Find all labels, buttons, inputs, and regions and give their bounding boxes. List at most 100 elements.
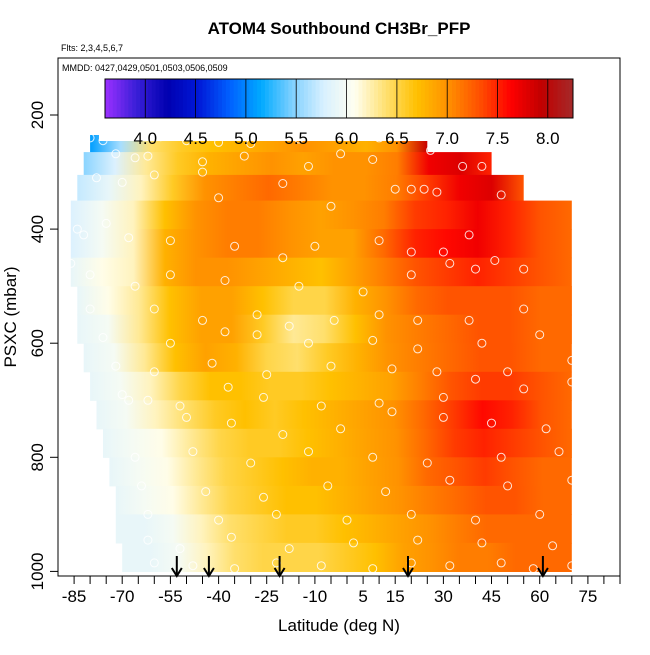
sample-point: [368, 452, 378, 462]
colorbar-segment: [241, 79, 246, 118]
colorbar-segment: [210, 79, 215, 118]
sample-point: [271, 509, 281, 519]
sample-point: [438, 412, 448, 422]
colorbar-segment: [179, 79, 184, 118]
colorbar-segment: [530, 79, 535, 118]
sample-point: [445, 475, 455, 485]
sample-point: [143, 509, 153, 519]
sample-point: [101, 218, 111, 228]
colorbar-segment: [276, 79, 281, 118]
sample-point: [230, 564, 240, 574]
heatmap-band: [70, 200, 572, 230]
sample-point: [487, 418, 496, 428]
colorbar-segment: [214, 79, 219, 118]
colorbar-segment: [206, 79, 211, 118]
sample-point: [368, 564, 378, 574]
sample-point: [304, 447, 313, 457]
sample-point: [432, 187, 442, 197]
colorbar-segment: [155, 79, 161, 118]
colorbar-segment: [436, 79, 441, 118]
sample-point: [98, 333, 108, 342]
colorbar-segment: [385, 79, 391, 118]
colorbar-segment: [249, 79, 254, 118]
colorbar-segment: [327, 79, 332, 118]
colorbar-segment: [491, 79, 496, 118]
colorbar-segment: [159, 79, 164, 118]
colorbar-segment: [331, 79, 336, 118]
sample-point: [198, 167, 207, 177]
sample-point: [567, 561, 577, 571]
sample-point: [326, 361, 336, 371]
y-axis: 200 400 600 800 1000: [28, 101, 58, 590]
colorbar-segment: [112, 79, 118, 118]
colorbar-segment: [136, 79, 141, 118]
sample-point: [79, 230, 89, 240]
sample-point: [214, 515, 224, 525]
sample-point: [413, 535, 423, 545]
colorbar-tick-label: 4.0: [133, 129, 157, 148]
heatmap-band: [109, 457, 572, 487]
y-tick-label: 800: [28, 443, 47, 471]
colorbar-tick-label: 7.5: [486, 129, 510, 148]
colorbar-tick-label: 5.5: [284, 129, 308, 148]
sample-point: [165, 270, 175, 280]
sample-point: [201, 487, 211, 497]
colorbar-segment: [268, 79, 274, 118]
colorbar-segment: [378, 79, 383, 118]
colorbar-segment: [393, 79, 398, 118]
colorbar-segment: [147, 79, 153, 118]
colorbar-segment: [389, 79, 395, 118]
sample-point: [124, 233, 134, 243]
sample-point: [284, 544, 294, 554]
colorbar-segment: [428, 79, 434, 118]
colorbar-segment: [459, 79, 465, 118]
colorbar-segment: [175, 79, 180, 118]
sample-point: [111, 149, 121, 159]
colorbar-segment: [561, 79, 566, 118]
colorbar-segment: [144, 79, 149, 118]
plot-frame: [57, 57, 621, 577]
colorbar-segment: [167, 79, 172, 118]
colorbar-segment: [475, 79, 480, 118]
colorbar-tick-label: 5.0: [234, 129, 258, 148]
sample-point: [336, 424, 346, 434]
sample-point: [149, 304, 159, 314]
sample-point: [329, 315, 339, 325]
colorbar-segment: [342, 79, 348, 118]
colorbar-segment: [498, 79, 504, 118]
colorbar-segment: [288, 79, 293, 118]
sample-point: [220, 327, 230, 337]
x-tick-label: 45: [482, 587, 501, 606]
sample-point: [419, 184, 429, 194]
heatmap-band: [115, 485, 572, 515]
colorbar-segment: [264, 79, 270, 118]
colorbar-segment: [140, 79, 145, 118]
colorbar-segment: [245, 79, 250, 118]
x-tick-label: -70: [110, 587, 135, 606]
dates-label: MMDD: 0427,0429,0501,0503,0506,0509: [62, 63, 228, 73]
colorbar-segment: [514, 79, 519, 118]
colorbar-segment: [108, 79, 114, 118]
sample-point: [143, 395, 153, 405]
flights-label: Flts: 2,3,4,5,6,7: [61, 43, 123, 53]
colorbar-segment: [261, 79, 266, 118]
sample-point: [262, 370, 272, 380]
sample-point: [323, 481, 333, 491]
colorbar-segment: [280, 79, 285, 118]
colorbar-segment: [303, 79, 309, 118]
y-tick-label: 200: [28, 101, 47, 129]
sample-point: [342, 515, 352, 525]
sample-point: [374, 310, 384, 320]
sample-point: [567, 475, 577, 485]
colorbar-segment: [432, 79, 437, 118]
sample-point: [387, 407, 397, 417]
sample-point: [223, 382, 233, 392]
colorbar-segment: [479, 79, 484, 118]
sample-point: [198, 315, 207, 325]
sample-point: [413, 344, 423, 354]
sample-point: [143, 151, 153, 161]
colorbar-segment: [518, 79, 523, 118]
colorbar-tick-label: 6.5: [385, 129, 409, 148]
colorbar-segment: [151, 79, 157, 118]
